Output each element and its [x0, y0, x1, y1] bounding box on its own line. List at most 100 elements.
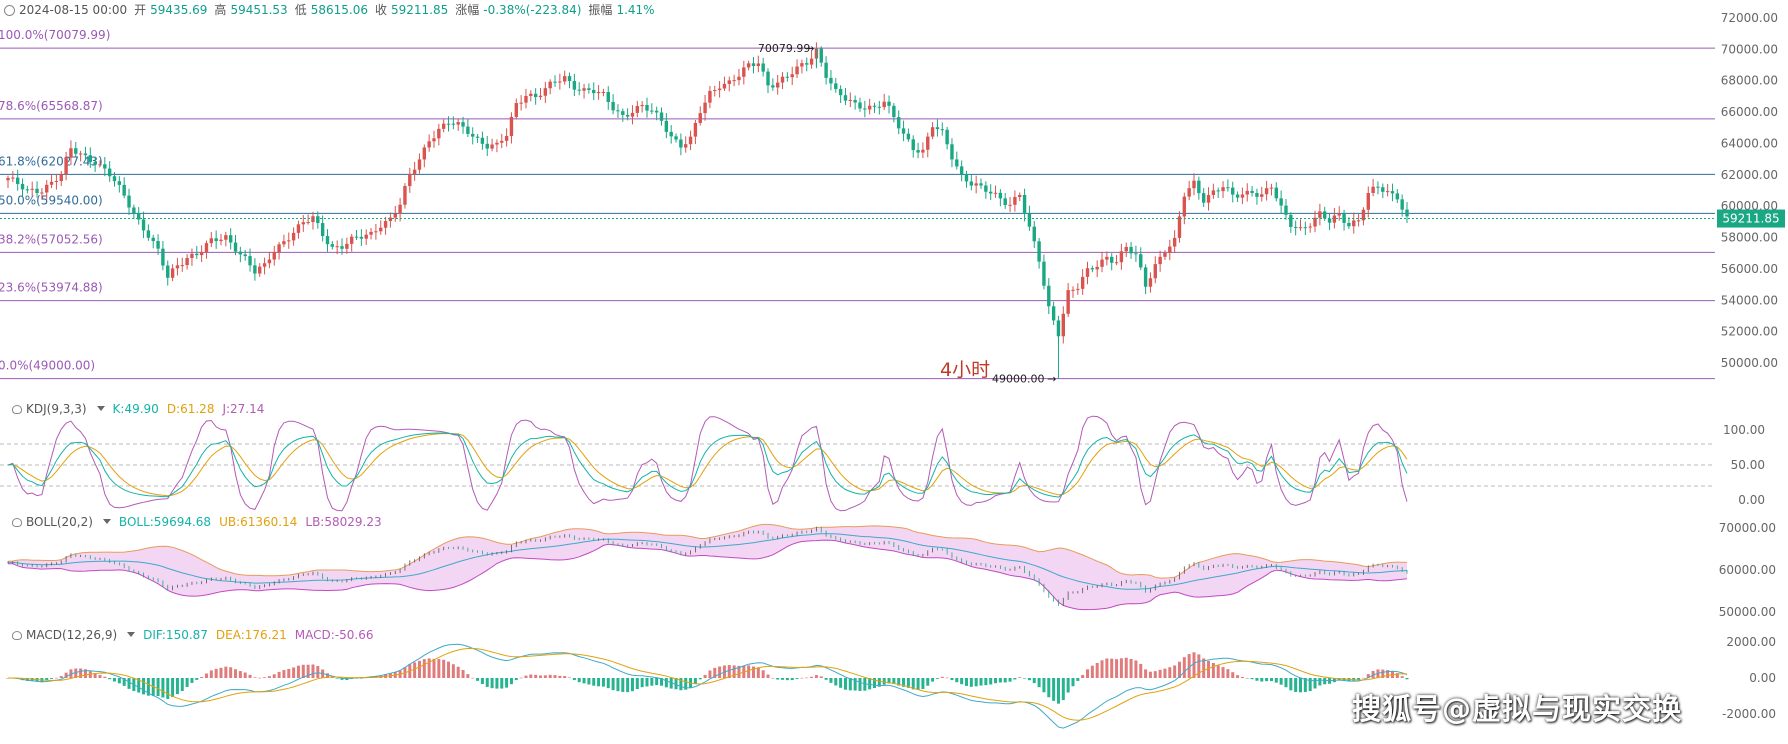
macd-hist-bar: [756, 667, 760, 678]
macd-hist-bar: [785, 678, 789, 681]
macd-hist-bar: [64, 672, 68, 678]
candle-body: [54, 181, 59, 183]
macd-hist-bar: [1289, 678, 1293, 691]
macd-hist-bar: [1245, 677, 1249, 679]
kdj-d: D:61.28: [166, 402, 215, 416]
candle-layer: [6, 42, 1409, 379]
candle-body: [877, 106, 882, 108]
macd-hist-bar: [175, 678, 179, 695]
header-date: 2024-08-15 00:00: [19, 3, 128, 17]
candle-body: [151, 237, 155, 242]
macd-hist-bar: [1129, 658, 1133, 678]
macd-hist-bar: [301, 664, 305, 678]
macd-hist-bar: [858, 678, 862, 691]
macd-hist-bar: [587, 678, 591, 685]
macd-hist-bar: [495, 678, 499, 689]
candle-body: [480, 137, 485, 144]
macd-hist-bar: [805, 677, 809, 679]
macd-hist-bar: [292, 667, 296, 678]
candle-body: [1313, 217, 1317, 227]
macd-hist-bar: [45, 678, 49, 681]
candle-body: [146, 230, 151, 238]
candle-body: [1158, 256, 1162, 265]
macd-hist-bar: [461, 670, 465, 678]
candle-body: [219, 239, 223, 242]
macd-hist-bar: [543, 675, 547, 678]
high-label: 高: [214, 3, 227, 17]
boll-mid-line: [8, 533, 1408, 590]
macd-hist-bar: [214, 668, 218, 678]
high-value: 59451.53: [230, 3, 288, 17]
macd-hist-bar: [238, 671, 242, 678]
macd-hist-bar: [224, 666, 228, 678]
candle-body: [74, 148, 78, 154]
candle-body: [306, 222, 310, 224]
kdj-tick-label: 100.00: [1723, 423, 1765, 437]
candle-body: [1255, 192, 1259, 197]
macd-hist-bar: [814, 675, 818, 678]
chevron-down-icon[interactable]: [102, 519, 111, 524]
eye-icon[interactable]: [12, 631, 22, 640]
candle-body: [379, 227, 383, 232]
candle-body: [88, 155, 92, 163]
candle-body: [834, 83, 838, 89]
macd-hist-bar: [771, 677, 775, 679]
macd-hist-bar: [1231, 672, 1235, 678]
candle-body: [432, 138, 436, 142]
candle-body: [1192, 180, 1196, 189]
macd-hist-bar: [563, 676, 567, 678]
candle-body: [679, 139, 683, 148]
candle-body: [1318, 211, 1322, 218]
boll-lb-line: [7, 539, 1408, 611]
candle-body: [945, 129, 949, 145]
chevron-down-icon[interactable]: [127, 632, 136, 637]
macd-hist-bar: [994, 678, 998, 684]
macd-hist-bar: [935, 678, 939, 679]
candle-body: [122, 184, 126, 196]
candle-body: [548, 81, 552, 89]
eye-icon[interactable]: [12, 518, 22, 527]
candle-body: [785, 76, 790, 78]
macd-hist-bar: [1008, 678, 1012, 682]
macd-hist-bar: [955, 678, 959, 683]
macd-hist-bar: [1071, 678, 1075, 687]
candle-body: [301, 222, 305, 225]
macd-hist-bar: [1066, 678, 1070, 693]
macd-hist-bar: [267, 676, 271, 678]
macd-hist-bar: [456, 666, 460, 678]
candle-body: [1395, 193, 1400, 200]
candle-body: [1216, 190, 1220, 192]
macd-hist-bar: [621, 678, 625, 692]
candle-body: [1076, 288, 1080, 290]
candle-body: [1327, 218, 1332, 223]
macd-hist-bar: [325, 673, 329, 678]
candle-body: [1051, 306, 1056, 321]
candle-body: [1124, 246, 1128, 252]
macd-hist-bar: [781, 678, 785, 680]
macd-hist-bar: [311, 664, 315, 678]
macd-name: MACD(12,26,9): [26, 628, 118, 642]
candle-body: [1061, 313, 1066, 337]
candle-body: [398, 204, 402, 214]
chevron-down-icon[interactable]: [96, 406, 105, 411]
candle-body: [708, 90, 712, 103]
candle-body: [674, 136, 678, 140]
macd-hist-bar: [577, 678, 581, 683]
macd-hist-bar: [277, 671, 281, 678]
candle-body: [112, 176, 117, 182]
candle-body: [287, 240, 291, 242]
macd-hist-bar: [156, 678, 160, 697]
candle-body: [1269, 187, 1274, 189]
candle-body: [969, 181, 974, 186]
macd-hist-bar: [829, 678, 833, 683]
macd-hist-bar: [984, 678, 988, 686]
macd-hist-bar: [529, 674, 533, 678]
eye-icon[interactable]: [12, 405, 22, 414]
macd-hist-bar: [142, 678, 146, 695]
chevron-circle-icon[interactable]: [4, 5, 15, 16]
macd-hist-bar: [597, 678, 601, 687]
macd-hist-bar: [1173, 665, 1177, 678]
candle-body: [616, 110, 620, 112]
macd-hist-bar: [1221, 667, 1225, 678]
macd-hist-bar: [1279, 678, 1283, 685]
